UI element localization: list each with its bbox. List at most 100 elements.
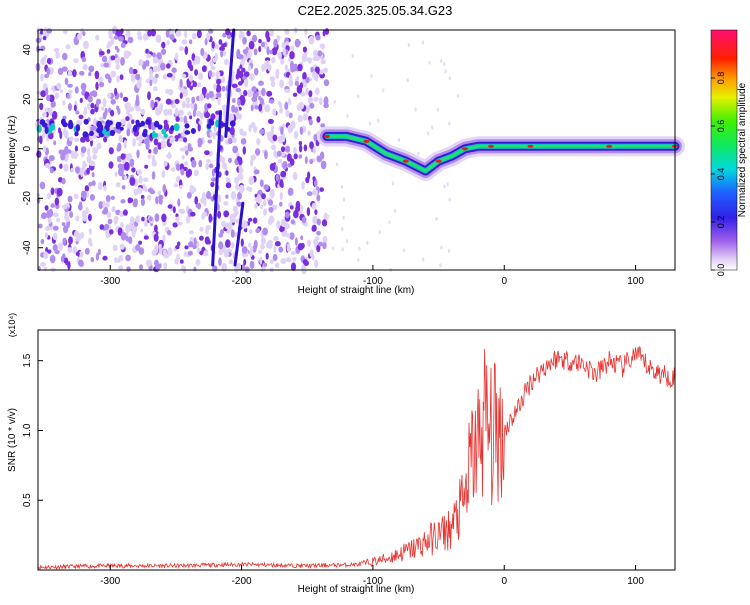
spectrogram-blob bbox=[224, 58, 229, 66]
spectrogram-blob bbox=[267, 239, 274, 246]
spectrogram-blob bbox=[316, 194, 321, 202]
spectrogram-blob bbox=[74, 145, 78, 152]
spectrogram-blob bbox=[123, 139, 127, 149]
spectrogram-blob bbox=[79, 97, 83, 104]
spectrogram-blob bbox=[222, 32, 227, 38]
spectrogram-blob bbox=[176, 221, 183, 226]
spectrogram-blob bbox=[137, 35, 143, 41]
spectrogram-blob bbox=[61, 222, 66, 227]
spectrogram-blob bbox=[250, 122, 256, 128]
spectrogram-blob bbox=[213, 83, 217, 90]
spectrogram-blob bbox=[161, 213, 167, 223]
spectrogram-blob bbox=[49, 254, 56, 264]
spectrogram-blob bbox=[98, 77, 102, 83]
spectrogram-blob bbox=[88, 65, 95, 73]
spectrogram-blob bbox=[239, 91, 243, 96]
spectrogram-ridge-peak bbox=[363, 139, 370, 143]
spectrogram-blob bbox=[74, 131, 79, 137]
spectrogram-blob bbox=[289, 158, 295, 166]
spectrogram-blob bbox=[99, 81, 105, 88]
spectrogram-blob bbox=[162, 184, 167, 193]
spectrogram-blob bbox=[448, 76, 451, 81]
spectrogram-blob bbox=[200, 47, 205, 57]
spectrogram-blob bbox=[159, 102, 164, 112]
spectrogram-blob bbox=[294, 237, 298, 246]
spectrogram-blob bbox=[36, 124, 42, 133]
spectrogram-blob bbox=[225, 182, 232, 189]
spectrogram-blob bbox=[86, 167, 90, 175]
spectrogram-blob bbox=[311, 202, 317, 210]
spectrogram-blob bbox=[93, 118, 97, 126]
spectrogram-blob bbox=[203, 197, 207, 207]
spectrogram-blob bbox=[280, 220, 287, 227]
spectrogram-blob bbox=[70, 150, 75, 159]
spectrogram-blob bbox=[126, 122, 132, 130]
spectrogram-blob bbox=[61, 178, 66, 185]
spectrogram-streak bbox=[233, 201, 245, 267]
spectrogram-blob bbox=[58, 242, 63, 251]
spectrogram-blob bbox=[56, 82, 62, 90]
spectrogram-blob bbox=[388, 220, 391, 225]
spectrogram-blob bbox=[298, 102, 305, 110]
spectrogram-blob bbox=[250, 104, 254, 112]
spectrogram-blob bbox=[262, 227, 268, 236]
spectrogram-blob bbox=[302, 113, 308, 121]
spectrogram-blob bbox=[272, 253, 278, 262]
spectrogram-blob bbox=[254, 105, 259, 110]
spectrogram-blob bbox=[184, 46, 189, 55]
spectrogram-blob bbox=[234, 177, 239, 184]
spectrogram-blob bbox=[120, 222, 124, 229]
spectrogram-blob bbox=[323, 67, 328, 73]
snr-y-label: SNR (10 * v/v) bbox=[7, 408, 18, 472]
spectrogram-blob bbox=[280, 258, 287, 265]
spectrogram-blob bbox=[53, 140, 57, 146]
spectrogram-blob bbox=[140, 198, 145, 206]
spectrogram-blob bbox=[107, 92, 112, 99]
spectrogram-x-tick-label: -100 bbox=[363, 276, 383, 287]
spectrogram-blob bbox=[223, 210, 230, 218]
spectrogram-blob bbox=[181, 39, 188, 45]
spectrogram-blob bbox=[378, 230, 381, 235]
spectrogram-blob bbox=[153, 233, 159, 242]
spectrogram-blob bbox=[426, 131, 430, 136]
spectrogram-blob bbox=[279, 225, 285, 233]
spectrogram-blob bbox=[223, 201, 229, 206]
spectrogram-blob bbox=[63, 130, 69, 139]
snr-y-tick-label: 0.5 bbox=[22, 493, 33, 507]
spectrogram-blob bbox=[150, 29, 156, 37]
spectrogram-blob bbox=[248, 124, 252, 132]
spectrogram-blob bbox=[167, 247, 173, 256]
spectrogram-blob bbox=[272, 108, 277, 117]
spectrogram-blob bbox=[284, 211, 290, 219]
snr-y-tick-label: 1.5 bbox=[22, 353, 33, 367]
spectrogram-blob bbox=[285, 41, 290, 46]
spectrogram-blob bbox=[319, 69, 324, 75]
spectrogram-blob bbox=[206, 239, 211, 245]
spectrogram-blob bbox=[185, 215, 191, 224]
spectrogram-blob bbox=[311, 224, 317, 232]
spectrogram-blob bbox=[145, 59, 150, 67]
spectrogram-blob bbox=[102, 128, 107, 135]
spectrogram-blob bbox=[113, 35, 119, 40]
spectrogram-blob bbox=[59, 163, 63, 169]
spectrogram-blob bbox=[176, 253, 180, 262]
spectrogram-blob bbox=[148, 68, 153, 77]
spectrogram-blob bbox=[97, 248, 101, 256]
spectrogram-blob bbox=[263, 184, 269, 191]
snr-y-tick-label: 1.0 bbox=[22, 423, 33, 437]
spectrogram-blob bbox=[366, 240, 369, 245]
spectrogram-blob bbox=[212, 57, 218, 63]
spectrogram-blob bbox=[287, 187, 294, 196]
spectrogram-blob bbox=[175, 245, 180, 250]
spectrogram-blob bbox=[179, 184, 183, 190]
spectrogram-blob bbox=[273, 38, 278, 48]
spectrogram-blob bbox=[305, 176, 310, 184]
spectrogram-ridge-peak bbox=[606, 144, 613, 148]
spectrogram-blob bbox=[210, 65, 216, 71]
spectrogram-blob bbox=[140, 108, 146, 115]
spectrogram-blob bbox=[254, 193, 258, 198]
spectrogram-blob bbox=[83, 40, 89, 50]
spectrogram-blob bbox=[150, 99, 155, 109]
spectrogram-blob bbox=[341, 227, 344, 232]
spectrogram-blob bbox=[64, 257, 69, 266]
